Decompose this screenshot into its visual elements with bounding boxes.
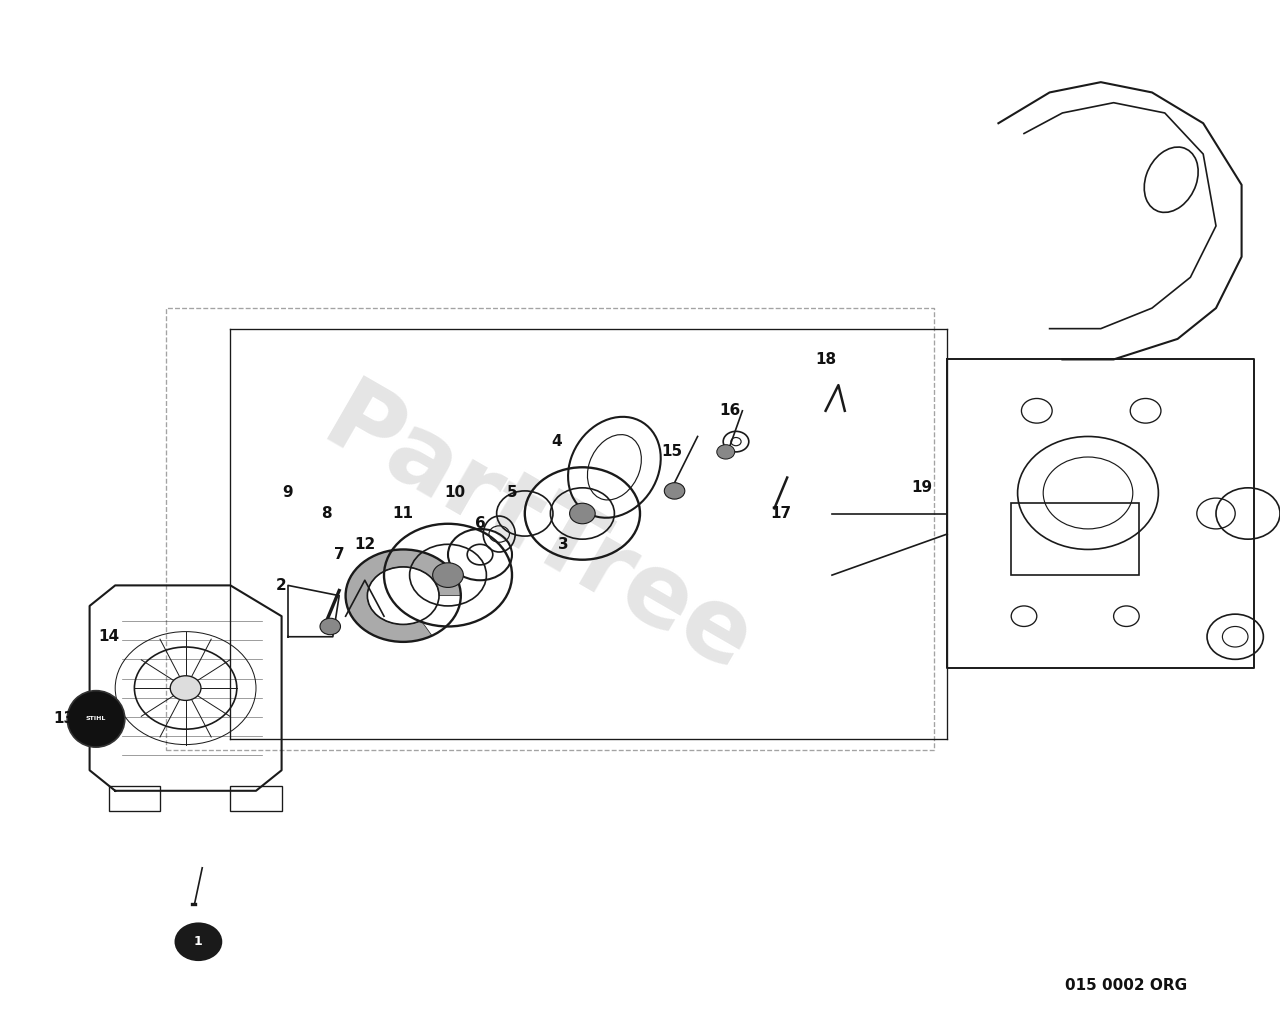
Text: 3: 3 [558, 537, 568, 551]
Circle shape [170, 676, 201, 700]
Text: STIHL: STIHL [86, 717, 106, 721]
Text: 13: 13 [54, 712, 74, 726]
Text: 10: 10 [444, 486, 465, 500]
Text: 1: 1 [195, 936, 202, 948]
Circle shape [570, 503, 595, 524]
Text: 19: 19 [911, 481, 932, 495]
Text: 14: 14 [99, 630, 119, 644]
Text: 7: 7 [334, 547, 344, 562]
Text: 15: 15 [662, 445, 682, 459]
Bar [109, 786, 160, 811]
Text: 9: 9 [283, 486, 293, 500]
Circle shape [433, 563, 463, 587]
Text: 12: 12 [355, 537, 375, 551]
Bar [1011, 503, 1139, 575]
Text: 8: 8 [321, 506, 332, 521]
Circle shape [175, 923, 221, 960]
Text: 6: 6 [475, 517, 485, 531]
Text: PartTree: PartTree [307, 373, 768, 695]
Circle shape [664, 483, 685, 499]
Text: 015 0002 ORG: 015 0002 ORG [1065, 979, 1188, 993]
Text: 17: 17 [771, 506, 791, 521]
Ellipse shape [68, 691, 125, 748]
Circle shape [717, 445, 735, 459]
Text: 5: 5 [507, 486, 517, 500]
Text: 2: 2 [276, 578, 287, 593]
Text: 18: 18 [815, 352, 836, 367]
Wedge shape [346, 549, 461, 642]
Circle shape [320, 618, 340, 635]
Text: 11: 11 [393, 506, 413, 521]
Text: 4: 4 [552, 434, 562, 449]
Text: 16: 16 [719, 404, 740, 418]
Bar [230, 786, 282, 811]
